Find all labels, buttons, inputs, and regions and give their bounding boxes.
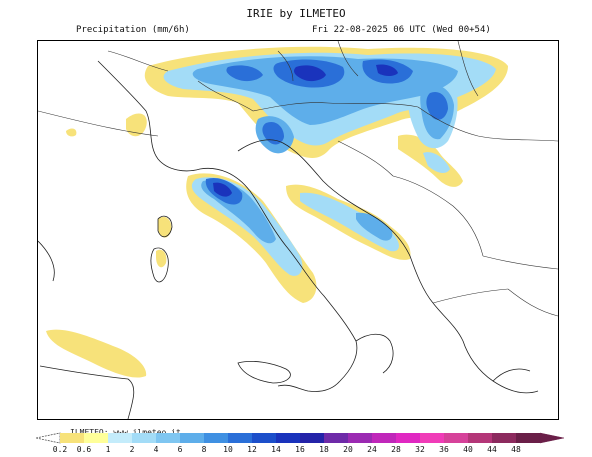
colorbar-ticks: 0.2 0.6 1 2 4 6 8 10 12 14 16 18 20 24 28 32 36 40 44 48 xyxy=(0,445,592,457)
colorbar-tick-label: 2 xyxy=(129,445,135,454)
colorbar-tick-label: 32 xyxy=(415,445,425,454)
colorbar-tick-label: 24 xyxy=(367,445,377,454)
valid-time-label: Fri 22-08-2025 06 UTC (Wed 00+54) xyxy=(312,25,491,35)
precip-layer-max xyxy=(213,64,398,197)
colorbar-cell xyxy=(60,433,85,443)
colorbar-cell xyxy=(300,433,325,443)
colorbar-cell xyxy=(372,433,397,443)
colorbar-cell xyxy=(348,433,373,443)
colorbar-tick-label: 16 xyxy=(295,445,305,454)
variable-label: Precipitation (mm/6h) xyxy=(76,25,190,35)
colorbar-cell xyxy=(108,433,133,443)
colorbar-tick-label: 40 xyxy=(463,445,473,454)
colorbar-cell xyxy=(156,433,181,443)
colorbar-left-arrow xyxy=(36,432,61,444)
colorbar-right-arrow xyxy=(539,432,564,444)
colorbar-cell xyxy=(252,433,277,443)
colorbar-cell xyxy=(492,433,517,443)
colorbar-tick-label: 36 xyxy=(439,445,449,454)
precip-layer-high xyxy=(205,59,448,205)
coastlines xyxy=(38,60,539,419)
colorbar-tick-label: 4 xyxy=(153,445,159,454)
colorbar-cell xyxy=(84,433,109,443)
colorbar-cell xyxy=(396,433,421,443)
colorbar-cell xyxy=(468,433,493,443)
colorbar-cell xyxy=(420,433,445,443)
colorbar-cell xyxy=(132,433,157,443)
colorbar-tick-label: 6 xyxy=(177,445,183,454)
colorbar-tick-label: 18 xyxy=(319,445,329,454)
map-canvas xyxy=(38,41,558,419)
colorbar-cells xyxy=(60,433,541,443)
colorbar-tick-label: 1 xyxy=(105,445,111,454)
colorbar-cell xyxy=(516,433,541,443)
precipitation-map xyxy=(37,40,559,420)
colorbar-tick-label: 12 xyxy=(247,445,257,454)
credit-text: ILMETEO: www.ilmeteo.it xyxy=(70,428,181,437)
colorbar-cell xyxy=(180,433,205,443)
colorbar-tick-label: 8 xyxy=(201,445,207,454)
colorbar-cell xyxy=(228,433,253,443)
colorbar-tick-label: 28 xyxy=(391,445,401,454)
colorbar-tick-label: 10 xyxy=(223,445,233,454)
colorbar-cell xyxy=(324,433,349,443)
colorbar-tick-label: 48 xyxy=(511,445,521,454)
colorbar-tick-label: 20 xyxy=(343,445,353,454)
colorbar-cell xyxy=(204,433,229,443)
colorbar-tick-label: 44 xyxy=(487,445,497,454)
map-title: IRIE by ILMETEO xyxy=(246,7,346,20)
colorbar-cell xyxy=(276,433,301,443)
precipitation-colorbar xyxy=(36,432,564,444)
colorbar-tick-label: 0.2 xyxy=(52,445,68,454)
colorbar-tick-label: 14 xyxy=(271,445,281,454)
colorbar-cell xyxy=(444,433,469,443)
colorbar-tick-label: 0.6 xyxy=(76,445,92,454)
borders xyxy=(38,41,558,317)
